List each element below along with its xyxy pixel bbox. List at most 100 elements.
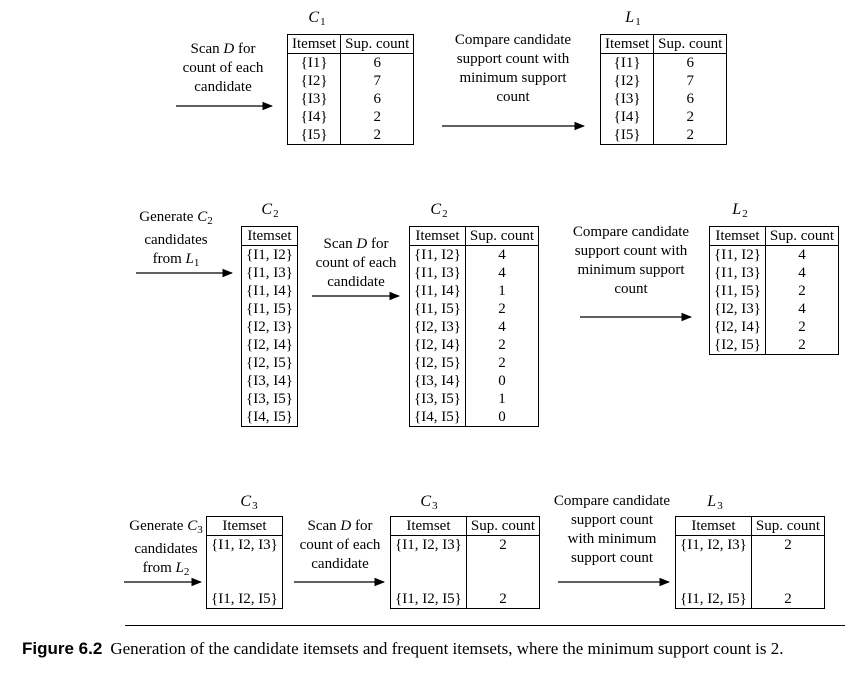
table-row: {I1, I2} — [242, 246, 298, 265]
support-count-cell: 2 — [764, 282, 839, 300]
scan-step-3: Scan D for count of each candidate — [299, 518, 381, 572]
table-row: {I3} 6 — [288, 90, 414, 108]
itemset-cell: {I1, I2, I5} — [211, 591, 278, 607]
c3-counts-table: Itemset Sup. count {I1, I2, I3} 2 {I1, I2,… — [390, 516, 541, 609]
table-row: {I2, I5} — [242, 354, 298, 372]
table-row: {I1, I3} 4 — [410, 264, 539, 282]
compare-step-2: Compare candidate support count with min… — [572, 224, 690, 297]
itemset-cell: {I2} — [613, 73, 641, 89]
l3-label: L3 — [707, 493, 723, 512]
l1-label: L1 — [625, 9, 641, 28]
support-count-cell: 2 — [750, 535, 825, 572]
support-count-cell: 6 — [653, 90, 727, 108]
support-count-cell: 6 — [653, 53, 727, 72]
itemset-cell: {I2, I4} — [246, 337, 293, 353]
c3-candidates-label: C3 — [240, 493, 258, 512]
support-count-cell: 7 — [340, 72, 414, 90]
itemset-cell: {I1} — [613, 55, 641, 71]
itemset-cell: {I3} — [613, 91, 641, 107]
support-count-cell: 2 — [764, 318, 839, 336]
l2-label: L2 — [732, 201, 748, 220]
table-row: {I1, I4} — [242, 282, 298, 300]
table-row: {I1, I2, I5} 2 — [676, 572, 825, 609]
itemset-cell: {I1, I3} — [414, 265, 461, 281]
itemset-cell: {I1, I2} — [414, 247, 461, 263]
column-header-itemset: Itemset — [241, 226, 298, 246]
itemset-cell: {I1, I2, I3} — [211, 537, 278, 553]
support-count-cell: 1 — [464, 282, 539, 300]
column-header-itemset: Itemset — [675, 516, 752, 536]
itemset-cell: {I4} — [613, 109, 641, 125]
table-row: {I1, I5} — [242, 300, 298, 318]
support-count-cell: 4 — [464, 318, 539, 336]
table-row: {I1, I2, I5} — [207, 572, 283, 609]
itemset-cell: {I1, I3} — [246, 265, 293, 281]
column-header-itemset: Itemset — [286, 34, 342, 54]
itemset-cell: {I4, I5} — [246, 409, 293, 425]
table-row: {I3, I4} 0 — [410, 372, 539, 390]
support-count-cell: 2 — [653, 126, 727, 145]
c2-counts-label: C2 — [430, 201, 448, 220]
support-count-cell: 4 — [764, 264, 839, 282]
figure-number: Figure 6.2 — [22, 639, 103, 658]
support-count-cell: 2 — [464, 300, 539, 318]
table-row: {I2, I3} 4 — [710, 300, 839, 318]
column-header-itemset: Itemset — [709, 226, 766, 246]
table-row: {I1, I2} 4 — [710, 245, 839, 264]
itemset-cell: {I2} — [300, 73, 328, 89]
support-count-cell: 4 — [464, 245, 539, 264]
column-header-support: Sup. count — [750, 516, 826, 536]
table-row: {I2, I3} 4 — [410, 318, 539, 336]
itemset-cell: {I1, I4} — [246, 283, 293, 299]
column-header-support: Sup. count — [764, 226, 840, 246]
c2-candidates-label: C2 — [261, 201, 279, 220]
column-header-support: Sup. count — [653, 34, 728, 54]
compare-step-3: Compare candidate support count with min… — [553, 493, 671, 566]
l2-table: Itemset Sup. count {I1, I2} 4 {I1, I3} 4 {I1… — [709, 226, 840, 355]
itemset-cell: {I5} — [300, 127, 328, 143]
table-row: {I4} 2 — [288, 108, 414, 126]
itemset-cell: {I5} — [613, 127, 641, 143]
support-count-cell: 2 — [653, 108, 727, 126]
support-count-cell: 2 — [764, 336, 839, 355]
column-header-itemset: Itemset — [599, 34, 655, 54]
itemset-cell: {I3, I4} — [246, 373, 293, 389]
figure-caption: Figure 6.2 Generation of the candidate it… — [22, 637, 852, 661]
table-row: {I5} 2 — [288, 126, 414, 145]
itemset-cell: {I1, I3} — [714, 265, 761, 281]
table-row: {I4} 2 — [601, 108, 727, 126]
table-row: {I1, I2, I5} 2 — [391, 572, 540, 609]
c3-counts-label: C3 — [420, 493, 438, 512]
itemset-cell: {I1, I5} — [714, 283, 761, 299]
column-header-support: Sup. count — [465, 516, 541, 536]
itemset-cell: {I2, I4} — [414, 337, 461, 353]
itemset-cell: {I2, I3} — [414, 319, 461, 335]
support-count-cell: 6 — [340, 90, 414, 108]
itemset-cell: {I3, I5} — [246, 391, 293, 407]
itemset-cell: {I3} — [300, 91, 328, 107]
itemset-cell: {I2, I3} — [714, 301, 761, 317]
itemset-cell: {I1, I5} — [246, 301, 293, 317]
table-row: {I1} 6 — [288, 53, 414, 72]
support-count-cell: 2 — [464, 354, 539, 372]
itemset-cell: {I1, I2, I5} — [680, 591, 747, 607]
column-header-support: Sup. count — [340, 34, 415, 54]
support-count-cell: 1 — [464, 390, 539, 408]
table-row: {I1, I5} 2 — [710, 282, 839, 300]
itemset-cell: {I2, I4} — [714, 319, 761, 335]
table-row: {I2, I5} 2 — [410, 354, 539, 372]
support-count-cell: 2 — [340, 126, 414, 145]
caption-text: Generation of the candidate itemsets and… — [110, 639, 784, 658]
itemset-cell: {I1, I5} — [414, 301, 461, 317]
table-row: {I2, I5} 2 — [710, 336, 839, 355]
table-row: {I1} 6 — [601, 53, 727, 72]
support-count-cell: 6 — [340, 53, 414, 72]
table-row: {I1, I5} 2 — [410, 300, 539, 318]
scan-step-1: Scan D for count of each candidate — [182, 41, 264, 95]
l1-table: Itemset Sup. count {I1} 6 {I2} 7 {I3} 6 {I4} 2{… — [599, 34, 728, 145]
table-row: {I3, I5} 1 — [410, 390, 539, 408]
table-row: {I3} 6 — [601, 90, 727, 108]
support-count-cell: 7 — [653, 72, 727, 90]
table-row: {I1, I2, I3} — [207, 536, 283, 573]
